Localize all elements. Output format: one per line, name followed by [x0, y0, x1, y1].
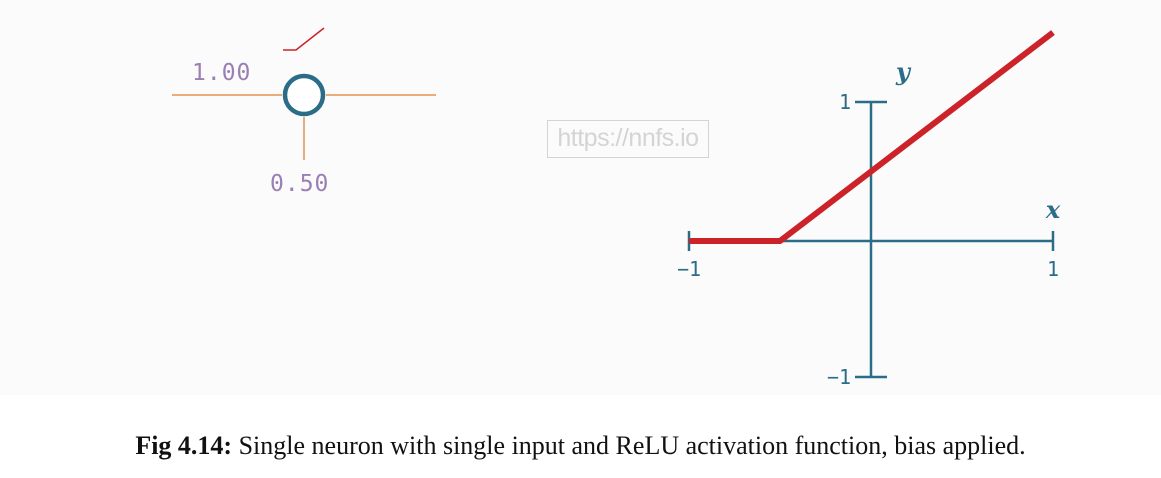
- relu-series-line: [689, 30, 1055, 244]
- x-tick-label-min: −1: [677, 257, 701, 281]
- y-tick-label-max: 1: [839, 90, 851, 114]
- x-tick-label-max: 1: [1047, 257, 1059, 281]
- y-tick-label-min: −1: [827, 365, 851, 389]
- y-axis-label: y: [895, 57, 912, 86]
- weight-label: 1.00: [192, 60, 251, 86]
- figure-panel: [0, 0, 1161, 395]
- figure-caption: Fig 4.14: Single neuron with single inpu…: [0, 430, 1161, 462]
- relu-chart: −1 1 1 −1 x y: [677, 30, 1061, 389]
- watermark: https://nnfs.io: [547, 120, 709, 158]
- caption-text: Single neuron with single input and ReLU…: [238, 431, 1026, 460]
- neuron-node: [282, 73, 326, 117]
- x-axis-label: x: [1045, 195, 1061, 224]
- caption-label: Fig 4.14:: [135, 431, 233, 460]
- bias-label: 0.50: [270, 171, 329, 197]
- neuron-diagram: 1.00 0.50: [172, 27, 436, 197]
- figure-canvas: 1.00 0.50 −1 1 1 −1 x y: [172, 27, 1061, 389]
- relu-activation-icon: [283, 27, 325, 51]
